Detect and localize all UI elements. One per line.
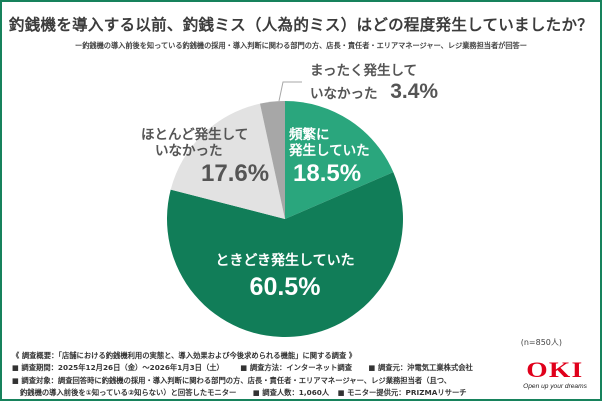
leader-line (278, 81, 302, 102)
label-rarely-line1: ほとんど発生して (141, 127, 249, 143)
label-frequent-line1: 頻繁に (289, 127, 330, 143)
label-rarely-line2: いなかった (155, 143, 223, 160)
label-frequent: 頻繁に 発生していた 18.5% (289, 127, 370, 189)
pie-slice-2 (170, 103, 285, 219)
label-frequent-pct: 18.5% (293, 160, 362, 188)
label-never-line1: まったく発生して (310, 63, 418, 79)
oki-logo-tagline: Open up your dreams (523, 383, 587, 390)
pie-slice-3 (259, 101, 285, 219)
label-sometimes: ときどき発生していた 60.5% (205, 253, 365, 302)
survey-source: ■ 調査元：沖電気工業株式会社 (368, 363, 473, 373)
label-never-pct: 3.4% (390, 80, 439, 104)
label-frequent-line2: 発生していた (289, 143, 370, 160)
label-never: まったく発生して いなかった 3.4% (310, 63, 438, 104)
survey-provider: ■ モニター提供元：PRIZMAリサーチ (337, 388, 467, 398)
label-sometimes-line1: ときどき発生していた (215, 253, 355, 269)
survey-target-row: 釣銭機の導入前後を①知っている②知らない）と回答したモニター ■ 調査人数：1,… (12, 387, 473, 399)
survey-target-1: ■ 調査対象：調査回答時に釣銭機の採用・導入判断に関わる部門の方、店長・責任者・… (12, 375, 452, 385)
survey-method: ■ 調査方法：インターネット調査 (240, 363, 352, 373)
survey-period: ■ 調査期間：2025年12月26日（金）～2026年1月3日（土） (12, 363, 224, 373)
label-rarely-pct: 17.6% (201, 160, 270, 188)
chart-title: 釣銭機を導入する以前、釣銭ミス（人為的ミス）はどの程度発生していましたか？ (8, 16, 594, 34)
chart-subtitle: ー釣銭機の導入前後を知っている釣銭機の採用・導入判断に関わる部門の方、店長・責任… (75, 41, 527, 50)
survey-count: ■ 調査人数：1,060人 (252, 388, 330, 398)
pie-slices (167, 101, 403, 337)
survey-meta-row: ■ 調査期間：2025年12月26日（金）～2026年1月3日（土） ■ 調査方… (12, 362, 473, 374)
survey-footer: 《 調査概要：「店舗における釣銭機利用の実態と、導入効果および今後求められる機能… (12, 350, 473, 400)
survey-overview: 《 調査概要：「店舗における釣銭機利用の実態と、導入効果および今後求められる機能… (12, 351, 357, 360)
pie-slice-1 (167, 172, 403, 337)
label-rarely: ほとんど発生して いなかった 17.6% (141, 127, 269, 189)
sample-size-note: (n=850人) (520, 338, 562, 347)
survey-target-2: 釣銭機の導入前後を①知っている②知らない）と回答したモニター (20, 388, 237, 398)
label-sometimes-pct: 60.5% (249, 272, 321, 301)
oki-logo-mark: OKI (526, 357, 584, 382)
oki-logo: OKI Open up your dreams (520, 357, 590, 391)
pie-slice-0 (285, 101, 394, 219)
label-never-line2: いなかった (310, 86, 378, 103)
